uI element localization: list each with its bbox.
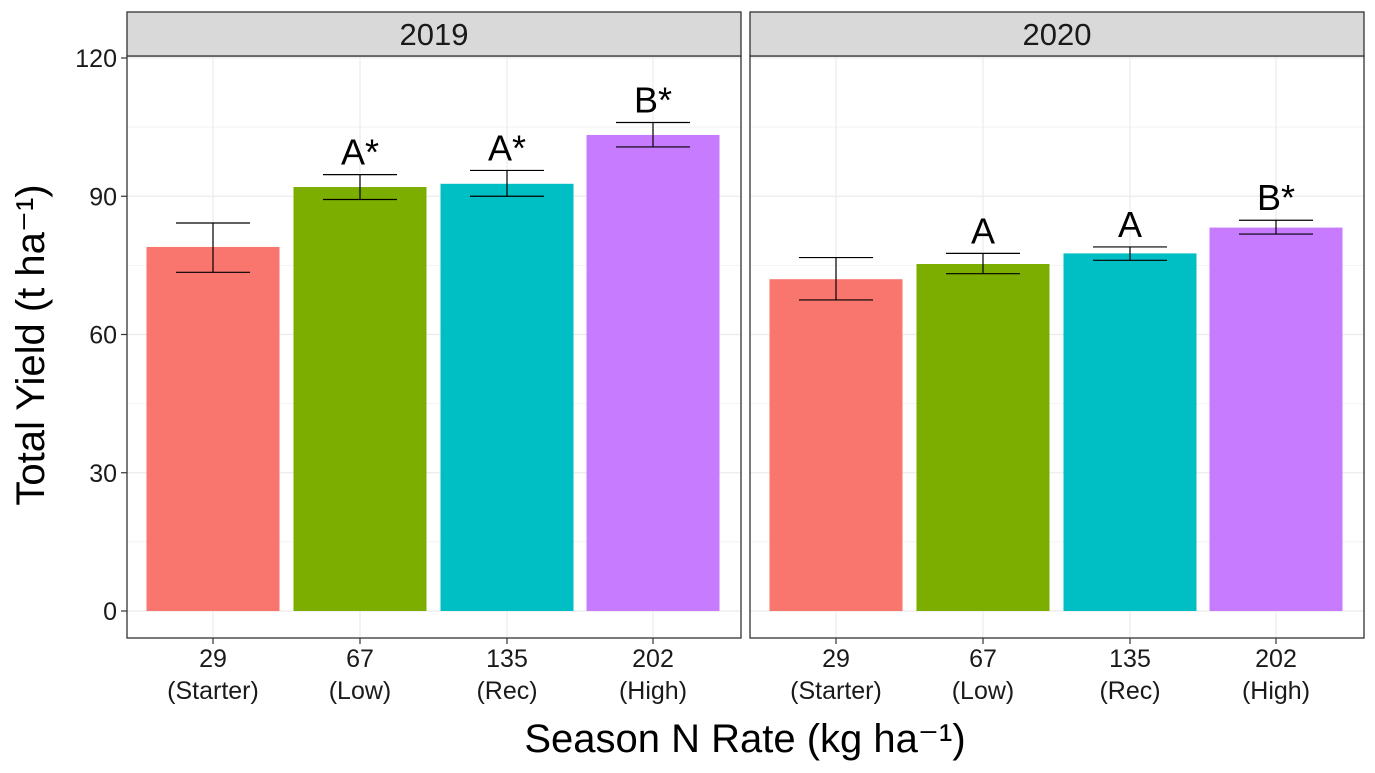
chart-panels: 29 (Starter) A* 67 (Low) A* 135 (Rec) B* 202 (High… xyxy=(126,11,1365,705)
error-bar-2020-67 xyxy=(946,252,1020,275)
x-tick-label-rate: 202 xyxy=(632,645,674,673)
x-tick-label-rate: 202 xyxy=(1255,645,1297,673)
x-tick-label-name: (Starter) xyxy=(790,677,882,705)
x-tick-label-name: (Low) xyxy=(952,677,1015,705)
error-bar-2019-135 xyxy=(470,169,544,197)
x-tick-label-name: (High) xyxy=(1242,677,1310,705)
y-tick-label: 0 xyxy=(103,598,117,626)
facet-strip xyxy=(749,11,1365,57)
significance-label: B* xyxy=(634,80,672,121)
error-bar-2020-202 xyxy=(1239,219,1313,235)
facet-strip xyxy=(126,11,742,57)
x-tick-label-rate: 135 xyxy=(486,645,528,673)
x-tick-label-rate: 29 xyxy=(822,645,850,673)
x-axis-title: Season N Rate (kg ha⁻¹) xyxy=(524,717,965,761)
x-tick-label-name: (Low) xyxy=(329,677,392,705)
significance-label: A* xyxy=(341,132,379,173)
bar-2019-67 xyxy=(293,187,427,612)
x-tick-label-rate: 135 xyxy=(1109,645,1151,673)
bar-2020-29 xyxy=(769,279,903,611)
facet-strip-title: 2019 xyxy=(400,17,469,52)
x-tick-label-name: (Rec) xyxy=(476,677,537,705)
bar-2019-202 xyxy=(586,134,720,611)
bar-2020-67 xyxy=(916,263,1050,611)
error-bar-2019-67 xyxy=(323,173,397,201)
significance-label: A xyxy=(971,210,995,251)
y-tick-label: 30 xyxy=(89,460,117,488)
error-bar-2020-29 xyxy=(799,256,873,301)
x-tick-label-name: (Starter) xyxy=(167,677,259,705)
y-tick-label: 120 xyxy=(75,45,117,73)
significance-label: A xyxy=(1118,204,1142,245)
bar-2020-202 xyxy=(1209,227,1343,611)
y-axis: 0 30 60 90 120 xyxy=(75,45,127,626)
y-tick-label: 60 xyxy=(89,322,117,350)
bar-2019-29 xyxy=(146,246,280,612)
significance-label: B* xyxy=(1257,177,1295,218)
error-bar-2019-202 xyxy=(616,121,690,148)
facet-strip-title: 2020 xyxy=(1023,17,1092,52)
significance-label: A* xyxy=(488,127,526,168)
x-tick-label-name: (High) xyxy=(619,677,687,705)
error-bar-2020-135 xyxy=(1093,246,1167,261)
y-axis-title: Total Yield (t ha⁻¹) xyxy=(9,184,53,505)
x-tick-label-rate: 67 xyxy=(346,645,374,673)
x-tick-label-name: (Rec) xyxy=(1099,677,1160,705)
panel-2019: 29 (Starter) A* 67 (Low) A* 135 (Rec) B* 202 (High… xyxy=(126,11,742,705)
y-tick-label: 90 xyxy=(89,183,117,211)
panel-2020: 29 (Starter) A 67 (Low) A 135 (Rec) B* 202 (High) 2… xyxy=(749,11,1365,705)
bar-2020-135 xyxy=(1063,253,1197,612)
x-tick-label-rate: 67 xyxy=(969,645,997,673)
bar-2019-135 xyxy=(440,183,574,611)
error-bar-2019-29 xyxy=(176,222,250,273)
x-tick-label-rate: 29 xyxy=(199,645,227,673)
